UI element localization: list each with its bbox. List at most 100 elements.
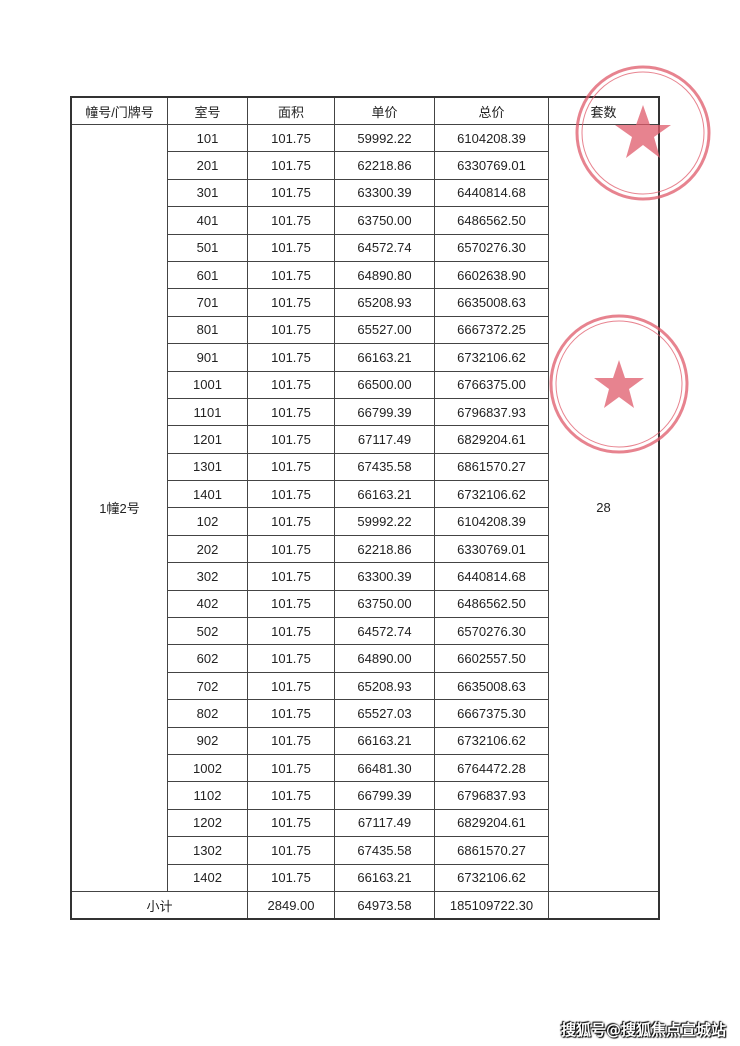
total-price-cell: 6440814.68 (434, 178, 549, 208)
unit-count-cell: 28 (548, 124, 660, 892)
room-cell: 202 (167, 534, 248, 564)
room-cell: 902 (167, 726, 248, 755)
total-price-cell: 6104208.39 (434, 507, 549, 536)
unit-price-cell: 63750.00 (334, 206, 435, 235)
subtotal-empty (548, 890, 660, 920)
room-cell: 401 (167, 206, 248, 235)
unit-price-cell: 64572.74 (334, 233, 435, 262)
total-price-cell: 6796837.93 (434, 781, 549, 810)
total-price-cell: 6732106.62 (434, 480, 549, 509)
unit-price-cell: 67435.58 (334, 452, 435, 482)
total-price-cell: 6330769.01 (434, 151, 549, 180)
table-row: 1幢2号 101 101.75 59992.22 6104208.39 28 (70, 123, 660, 892)
room-cell: 1202 (167, 808, 248, 838)
total-price-cell: 6861570.27 (434, 836, 549, 865)
unit-price-cell: 66500.00 (334, 370, 435, 399)
table-row: 702 101.75 65208.93 6635008.63 (71, 671, 659, 701)
room-cell: 801 (167, 315, 248, 345)
table-header-row: 幢号/门牌号 室号 面积 单价 总价 套数 (70, 96, 660, 125)
table-row: 701 101.75 65208.93 6635008.63 (71, 288, 659, 317)
room-cell: 402 (167, 589, 248, 619)
room-cell: 1002 (167, 753, 248, 783)
total-price-cell: 6486562.50 (434, 206, 549, 235)
area-cell: 101.75 (247, 123, 335, 153)
room-cell: 301 (167, 178, 248, 208)
room-cell: 502 (167, 617, 248, 646)
unit-price-cell: 65527.00 (334, 315, 435, 345)
table-row: 1102 101.75 66799.39 6796837.93 (71, 781, 659, 810)
unit-price-cell: 64572.74 (334, 617, 435, 646)
unit-price-cell: 63300.39 (334, 178, 435, 208)
table-row: 201 101.75 62218.86 6330769.01 (71, 151, 659, 180)
room-cell: 802 (167, 699, 248, 728)
room-cell: 1301 (167, 452, 248, 482)
table-row: 102 101.75 59992.22 6104208.39 (71, 507, 659, 536)
area-cell: 101.75 (247, 644, 335, 673)
header-total-price: 总价 (434, 96, 549, 125)
unit-price-cell: 66163.21 (334, 480, 435, 509)
unit-price-cell: 59992.22 (334, 507, 435, 536)
area-cell: 101.75 (247, 507, 335, 536)
room-cell: 901 (167, 343, 248, 372)
table-row: 901 101.75 66163.21 6732106.62 (71, 343, 659, 372)
unit-price-cell: 66163.21 (334, 343, 435, 372)
area-cell: 101.75 (247, 452, 335, 482)
area-cell: 101.75 (247, 370, 335, 399)
total-price-cell: 6732106.62 (434, 726, 549, 755)
room-cell: 102 (167, 507, 248, 536)
area-cell: 101.75 (247, 863, 335, 892)
room-cell: 1001 (167, 370, 248, 399)
unit-price-cell: 65208.93 (334, 288, 435, 317)
total-price-cell: 6766375.00 (434, 370, 549, 399)
subtotal-total-price: 185109722.30 (434, 890, 549, 920)
header-unit-count: 套数 (548, 96, 660, 125)
unit-price-cell: 66163.21 (334, 863, 435, 892)
room-cell: 1201 (167, 425, 248, 454)
unit-price-cell: 65527.03 (334, 699, 435, 728)
header-building: 幢号/门牌号 (70, 96, 168, 125)
unit-price-cell: 66163.21 (334, 726, 435, 755)
table-row: 501 101.75 64572.74 6570276.30 (71, 233, 659, 262)
header-room: 室号 (167, 96, 248, 125)
unit-price-cell: 64890.00 (334, 644, 435, 673)
table-row: 1201 101.75 67117.49 6829204.61 (71, 425, 659, 454)
total-price-cell: 6635008.63 (434, 288, 549, 317)
unit-price-cell: 62218.86 (334, 151, 435, 180)
total-price-cell: 6667372.25 (434, 315, 549, 345)
subtotal-area: 2849.00 (247, 890, 335, 920)
area-cell: 101.75 (247, 617, 335, 646)
area-cell: 101.75 (247, 315, 335, 345)
total-price-cell: 6667375.30 (434, 699, 549, 728)
total-price-cell: 6570276.30 (434, 617, 549, 646)
room-cell: 602 (167, 644, 248, 673)
area-cell: 101.75 (247, 671, 335, 701)
table-row: 401 101.75 63750.00 6486562.50 (71, 206, 659, 235)
header-unit-price: 单价 (334, 96, 435, 125)
unit-price-cell: 63750.00 (334, 589, 435, 619)
area-cell: 101.75 (247, 562, 335, 591)
area-cell: 101.75 (247, 808, 335, 838)
area-cell: 101.75 (247, 178, 335, 208)
table-row: 302 101.75 63300.39 6440814.68 (71, 562, 659, 591)
total-price-cell: 6635008.63 (434, 671, 549, 701)
total-price-cell: 6861570.27 (434, 452, 549, 482)
room-cell: 1102 (167, 781, 248, 810)
area-cell: 101.75 (247, 753, 335, 783)
building-cell: 1幢2号 (70, 124, 168, 892)
table-row: 802 101.75 65527.03 6667375.30 (71, 699, 659, 728)
room-cell: 1302 (167, 836, 248, 865)
area-cell: 101.75 (247, 343, 335, 372)
total-price-cell: 6764472.28 (434, 753, 549, 783)
table-row: 1401 101.75 66163.21 6732106.62 (71, 480, 659, 509)
area-cell: 101.75 (247, 151, 335, 180)
unit-price-cell: 62218.86 (334, 534, 435, 564)
total-price-cell: 6829204.61 (434, 425, 549, 454)
subtotal-label: 小计 (70, 890, 248, 920)
table-row: 602 101.75 64890.00 6602557.50 (71, 644, 659, 673)
unit-price-cell: 67435.58 (334, 836, 435, 865)
room-cell: 701 (167, 288, 248, 317)
area-cell: 101.75 (247, 425, 335, 454)
table-row: 1301 101.75 67435.58 6861570.27 (71, 452, 659, 482)
table-row: 1202 101.75 67117.49 6829204.61 (71, 808, 659, 838)
unit-price-cell: 64890.80 (334, 260, 435, 290)
